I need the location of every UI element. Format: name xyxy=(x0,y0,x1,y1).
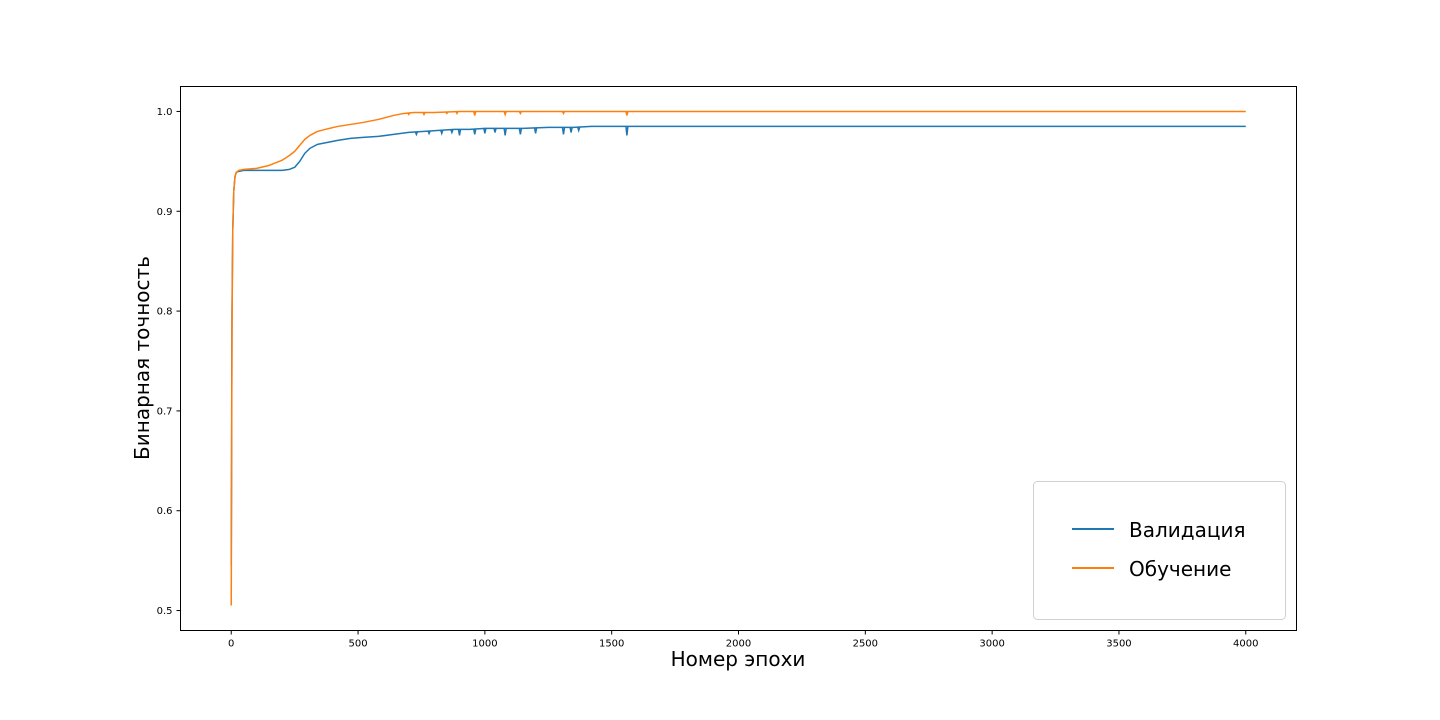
series-dip-training xyxy=(625,111,629,116)
series-dip-validation xyxy=(493,128,497,133)
y-tick-label: 0.7 xyxy=(157,406,173,417)
series-dip-validation xyxy=(427,130,431,136)
legend: Валидация Обучение xyxy=(1033,481,1286,620)
series-dip-training xyxy=(407,112,411,116)
series-dip-training xyxy=(518,111,523,116)
series-dip-validation xyxy=(561,127,566,135)
x-tick-label: 4000 xyxy=(1233,639,1258,650)
series-dip-validation xyxy=(625,126,629,136)
x-tick-label: 1500 xyxy=(599,639,624,650)
series-dip-training xyxy=(503,111,507,117)
series-dip-validation xyxy=(450,129,454,135)
series-dip-validation xyxy=(414,131,419,137)
series-dip-validation xyxy=(533,127,538,134)
y-tick-label: 0.9 xyxy=(157,207,173,218)
series-dip-validation xyxy=(457,129,462,136)
x-tick-label: 2000 xyxy=(726,639,751,650)
y-axis-ticks: 0.5 0.6 0.7 0.8 0.9 1.0 xyxy=(157,107,181,617)
series-line-training xyxy=(230,110,1246,606)
series-dip-validation xyxy=(503,128,507,136)
legend-label-training: Обучение xyxy=(1129,557,1231,581)
x-tick-label: 1000 xyxy=(472,639,497,650)
series-dip-validation xyxy=(440,130,444,136)
series-dip-validation xyxy=(483,128,487,134)
y-axis-label: Бинарная точность xyxy=(130,256,154,460)
series-dip-training xyxy=(422,112,426,117)
x-tick-label: 2500 xyxy=(853,639,878,650)
x-tick-label: 3000 xyxy=(979,639,1004,650)
series-dip-training xyxy=(561,111,566,116)
x-tick-label: 500 xyxy=(348,639,367,650)
y-tick-label: 0.6 xyxy=(157,506,173,517)
y-tick-label: 0.5 xyxy=(157,606,173,617)
series-dip-validation xyxy=(569,127,573,133)
y-tick-label: 0.8 xyxy=(157,307,173,318)
x-axis-label: Номер эпохи xyxy=(671,647,806,671)
x-tick-label: 3500 xyxy=(1106,639,1131,650)
series-dip-validation xyxy=(472,128,477,135)
x-axis-ticks: 0 500 1000 1500 2000 2500 3000 3500 4000 xyxy=(228,630,1258,650)
series-dip-training xyxy=(472,111,477,116)
series-layer xyxy=(230,110,1246,606)
series-dip-validation xyxy=(576,126,581,133)
x-tick-label: 0 xyxy=(228,639,234,650)
series-line-validation xyxy=(230,125,1246,566)
legend-label-validation: Валидация xyxy=(1129,518,1245,542)
y-tick-label: 1.0 xyxy=(157,107,173,118)
series-dip-training xyxy=(455,111,459,116)
series-dip-training xyxy=(445,111,449,115)
legend-frame xyxy=(1033,481,1286,620)
series-dip-validation xyxy=(518,128,523,135)
